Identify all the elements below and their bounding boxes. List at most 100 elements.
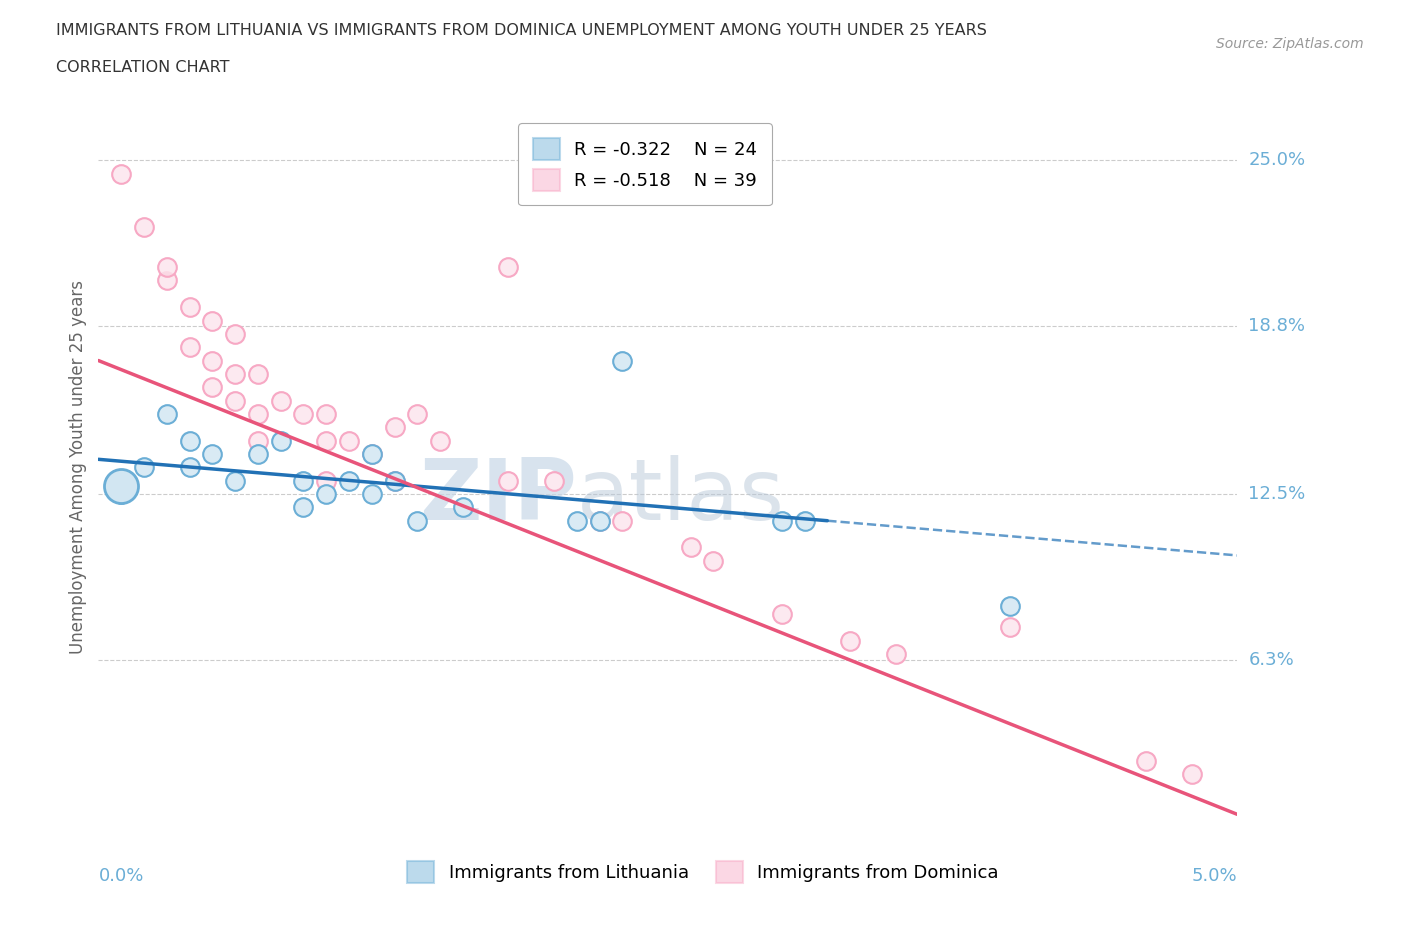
Point [201, 379, 224, 394]
Point [224, 473, 246, 488]
Point [179, 433, 201, 448]
Point [246, 446, 269, 461]
Point [292, 406, 315, 421]
Point [315, 433, 337, 448]
Point [384, 419, 406, 434]
Point [224, 473, 246, 488]
Point [110, 486, 132, 501]
Point [156, 406, 179, 421]
Point [384, 473, 406, 488]
Point [292, 473, 315, 488]
Legend: R = -0.322    N = 24, R = -0.518    N = 39: R = -0.322 N = 24, R = -0.518 N = 39 [519, 123, 772, 206]
Point [1135, 753, 1157, 768]
Point [543, 473, 565, 488]
Text: atlas: atlas [576, 455, 785, 538]
Text: CORRELATION CHART: CORRELATION CHART [56, 60, 229, 75]
Point [998, 599, 1021, 614]
Point [498, 473, 520, 488]
Point [292, 473, 315, 488]
Point [292, 500, 315, 515]
Point [793, 513, 815, 528]
Point [406, 513, 429, 528]
Point [360, 446, 382, 461]
Point [246, 406, 269, 421]
Point [679, 540, 702, 555]
Point [246, 433, 269, 448]
Point [315, 433, 337, 448]
Point [270, 433, 292, 448]
Point [246, 366, 269, 381]
Point [588, 513, 610, 528]
Text: 18.8%: 18.8% [1249, 317, 1305, 335]
Point [224, 366, 246, 381]
Point [793, 513, 815, 528]
Point [360, 446, 382, 461]
Point [360, 446, 382, 461]
Point [565, 513, 588, 528]
Point [156, 259, 179, 274]
Point [315, 473, 337, 488]
Point [224, 326, 246, 341]
Point [132, 219, 155, 234]
Point [839, 633, 862, 648]
Point [360, 486, 382, 501]
Point [179, 299, 201, 314]
Point [679, 540, 702, 555]
Point [770, 513, 793, 528]
Point [270, 393, 292, 408]
Text: 25.0%: 25.0% [1249, 152, 1306, 169]
Point [132, 460, 155, 475]
Text: IMMIGRANTS FROM LITHUANIA VS IMMIGRANTS FROM DOMINICA UNEMPLOYMENT AMONG YOUTH U: IMMIGRANTS FROM LITHUANIA VS IMMIGRANTS … [56, 23, 987, 38]
Point [451, 500, 474, 515]
Point [292, 500, 315, 515]
Point [1181, 767, 1204, 782]
Point [884, 646, 907, 661]
Point [612, 513, 634, 528]
Point [770, 513, 793, 528]
Point [201, 446, 224, 461]
Point [110, 166, 132, 181]
Point [179, 460, 201, 475]
Point [337, 473, 360, 488]
Point [315, 473, 337, 488]
Point [179, 433, 201, 448]
Point [179, 339, 201, 354]
Point [132, 460, 155, 475]
Point [201, 313, 224, 328]
Point [201, 379, 224, 394]
Point [201, 353, 224, 368]
Point [224, 366, 246, 381]
Point [315, 406, 337, 421]
Point [292, 406, 315, 421]
Point [998, 620, 1021, 635]
Point [406, 406, 429, 421]
Point [884, 646, 907, 661]
Point [360, 446, 382, 461]
Y-axis label: Unemployment Among Youth under 25 years: Unemployment Among Youth under 25 years [69, 280, 87, 655]
Point [179, 299, 201, 314]
Legend: Immigrants from Lithuania, Immigrants from Dominica: Immigrants from Lithuania, Immigrants fr… [392, 847, 1014, 897]
Point [384, 473, 406, 488]
Point [384, 419, 406, 434]
Point [406, 406, 429, 421]
Point [770, 606, 793, 621]
Point [451, 500, 474, 515]
Point [998, 620, 1021, 635]
Point [156, 259, 179, 274]
Point [498, 473, 520, 488]
Point [246, 446, 269, 461]
Point [110, 486, 132, 501]
Point [612, 513, 634, 528]
Point [110, 166, 132, 181]
Text: ZIP: ZIP [419, 455, 576, 538]
Point [588, 513, 610, 528]
Point [543, 473, 565, 488]
Point [702, 553, 724, 568]
Point [315, 486, 337, 501]
Point [110, 479, 132, 494]
Text: 12.5%: 12.5% [1249, 485, 1306, 503]
Point [384, 473, 406, 488]
Point [998, 599, 1021, 614]
Text: 5.0%: 5.0% [1192, 867, 1237, 884]
Point [110, 479, 132, 494]
